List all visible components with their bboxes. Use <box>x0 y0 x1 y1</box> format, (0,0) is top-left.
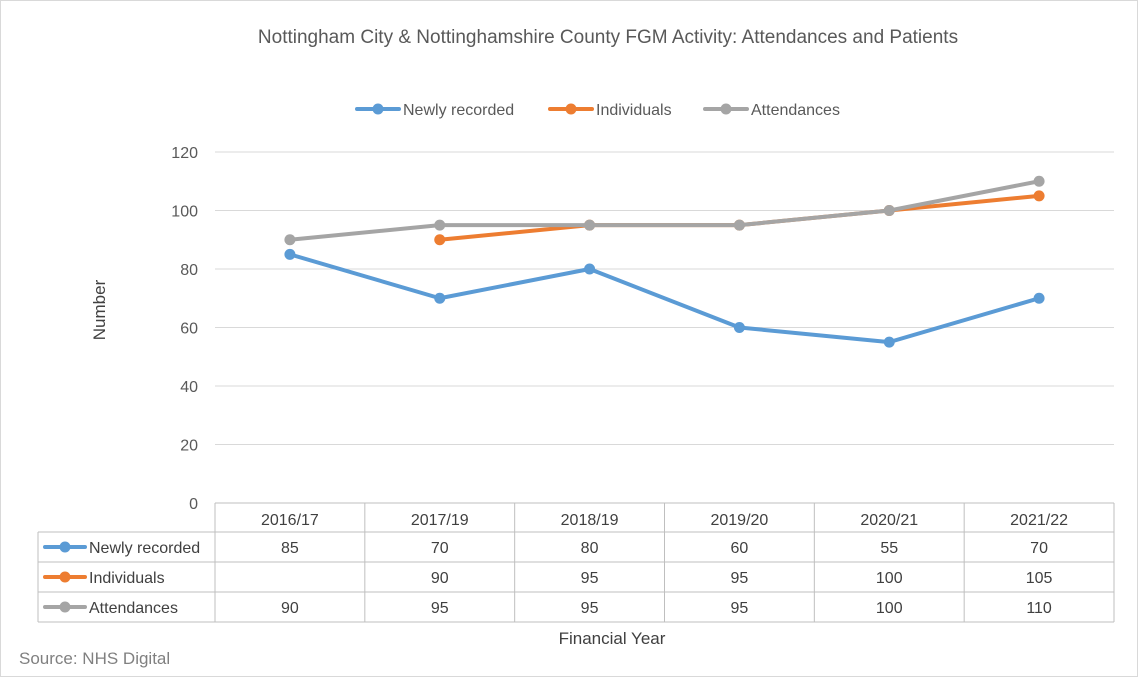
newly-recorded-point <box>883 336 895 348</box>
legend-label: Attendances <box>751 102 840 119</box>
y-tick-label: 80 <box>180 262 198 279</box>
x-tick-label: 2018/19 <box>561 512 619 529</box>
newly-recorded-line <box>287 252 1042 345</box>
table-row-newly-recorded: Newly recorded 85 70 80 60 55 70 <box>43 540 1048 557</box>
x-tick-label: 2016/17 <box>261 512 319 529</box>
legend-item-individuals: Individuals <box>548 102 672 119</box>
table-cell-value: 95 <box>581 570 599 587</box>
x-tick-label: 2020/21 <box>860 512 918 529</box>
attendances-point <box>584 219 596 231</box>
source-note: Source: NHS Digital <box>19 649 170 668</box>
y-tick-label: 100 <box>171 204 198 221</box>
attendances-line <box>287 179 1042 242</box>
y-tick-label: 20 <box>180 438 198 455</box>
table-row-label: Newly recorded <box>89 540 200 557</box>
legend-label: Individuals <box>596 102 672 119</box>
legend-label: Newly recorded <box>403 102 514 119</box>
data-table: 2016/17 2017/19 2018/19 2019/20 2020/21 2021/… <box>37 502 1115 623</box>
table-cell-value: 110 <box>1026 600 1052 617</box>
table-cell-value: 105 <box>1026 570 1053 587</box>
x-tick-label: 2021/22 <box>1010 512 1068 529</box>
table-cell-value: 95 <box>431 600 449 617</box>
table-cell-value: 85 <box>281 540 299 557</box>
table-cell-value: 95 <box>731 600 749 617</box>
individuals-point <box>1033 190 1045 202</box>
table-cell-value: 100 <box>876 600 903 617</box>
table-row-individuals: Individuals 90 95 95 100 105 <box>43 570 1053 587</box>
table-row-label: Attendances <box>89 600 178 617</box>
attendances-point <box>733 219 745 231</box>
attendances-point <box>1033 175 1045 187</box>
x-tick-label: 2017/19 <box>411 512 469 529</box>
x-axis-label: Financial Year <box>559 629 666 648</box>
chart-title: Nottingham City & Nottinghamshire County… <box>258 27 958 48</box>
legend-item-attendances: Attendances <box>703 102 840 119</box>
table-row-label: Individuals <box>89 570 165 587</box>
gridlines <box>215 151 1114 504</box>
newly-recorded-point <box>584 263 596 275</box>
table-legend-key-marker <box>59 571 71 583</box>
legend-swatch-marker <box>372 103 384 115</box>
newly-recorded-point <box>1033 292 1045 304</box>
legend-swatch-marker <box>565 103 577 115</box>
legend-swatch-marker <box>720 103 732 115</box>
table-row-attendances: Attendances 90 95 95 95 100 110 <box>43 600 1052 617</box>
table-cell-value: 90 <box>431 570 449 587</box>
legend: Newly recorded Individuals Attendances <box>355 102 840 119</box>
table-legend-key-marker <box>59 541 71 553</box>
legend-item-newly-recorded: Newly recorded <box>355 102 514 119</box>
table-cell-value: 80 <box>581 540 599 557</box>
y-tick-label: 120 <box>171 145 198 162</box>
attendances-point <box>434 219 446 231</box>
table-cell-value: 95 <box>581 600 599 617</box>
individuals-point <box>434 234 446 246</box>
y-tick-label: 60 <box>180 321 198 338</box>
table-cell-value: 90 <box>281 600 299 617</box>
newly-recorded-point <box>284 248 296 260</box>
series-lines <box>284 175 1045 348</box>
table-cell-value: 60 <box>731 540 749 557</box>
table-cell-value: 70 <box>431 540 449 557</box>
table-legend-key-marker <box>59 601 71 613</box>
attendances-point <box>883 205 895 216</box>
individuals-line <box>437 193 1042 242</box>
attendances-point <box>284 234 296 246</box>
y-axis-label: Number <box>90 279 109 340</box>
newly-recorded-point <box>434 292 446 304</box>
table-cell-value: 55 <box>880 540 898 557</box>
newly-recorded-point <box>733 322 745 333</box>
y-axis-ticks: 0 20 40 60 80 100 120 <box>171 145 198 513</box>
series-newly-recorded <box>284 248 1045 348</box>
series-attendances <box>284 175 1045 246</box>
x-tick-label: 2019/20 <box>710 512 768 529</box>
table-cell-value: 95 <box>731 570 749 587</box>
y-tick-label: 0 <box>189 496 198 513</box>
table-cell-value: 70 <box>1030 540 1048 557</box>
y-tick-label: 40 <box>180 379 198 396</box>
table-cell-value: 100 <box>876 570 903 587</box>
